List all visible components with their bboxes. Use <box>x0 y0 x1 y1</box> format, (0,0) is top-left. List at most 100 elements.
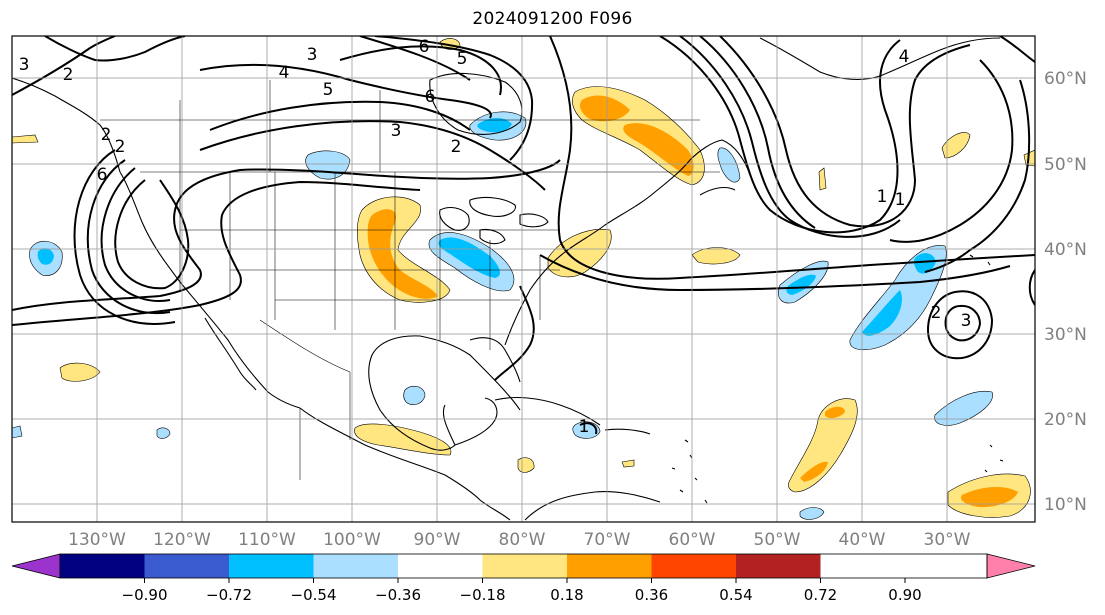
lat-label-20n: 20°N <box>1044 410 1087 430</box>
contour-label: 4 <box>899 47 910 67</box>
shade-blue-atlantic-b-core2 <box>914 253 936 274</box>
contour-19 <box>679 36 901 238</box>
contour-label: 2 <box>101 125 112 145</box>
contour-label: 6 <box>425 87 436 107</box>
shade-blue-arkansas-core <box>438 237 501 278</box>
lat-label-60n: 60°N <box>1044 69 1087 89</box>
lat-label-40n: 40°N <box>1044 240 1087 260</box>
contour-1 <box>12 159 561 311</box>
colorbar-extend-low <box>11 553 61 579</box>
colorbar-segment <box>567 554 652 578</box>
contour-27 <box>1028 269 1035 306</box>
colorbar-tick-label: 0.72 <box>804 586 837 604</box>
shade-orange-cape <box>960 486 1018 508</box>
negative-shading <box>12 111 993 520</box>
contour-12 <box>339 45 502 96</box>
colorbar-tick-label: 0.18 <box>550 586 583 604</box>
shade-yellow-pacific2 <box>12 134 39 144</box>
coastlines <box>12 37 1004 521</box>
lon-label-30w: 30°W <box>924 530 971 550</box>
shade-blue-small3 <box>799 507 825 520</box>
shade-yellow-eastcoast <box>547 229 612 278</box>
contour-14 <box>359 36 471 81</box>
shade-blue-labrador <box>717 147 741 183</box>
colorbar-segment <box>736 554 821 578</box>
colorbar-tick-label: −0.72 <box>206 586 252 604</box>
shade-blue-atlantic-b-core <box>862 290 902 336</box>
colorbar-segment <box>60 554 145 578</box>
shade-yellow-small4 <box>621 459 635 468</box>
shade-orange-labrador2 <box>623 123 694 176</box>
contour-label: 2 <box>115 137 126 157</box>
contour-label: 2 <box>931 303 942 323</box>
colorbar-segment <box>651 554 736 578</box>
shade-yellow-atlantic2 <box>788 398 858 493</box>
colorbar: −0.90 −0.72 −0.54 −0.36 −0.18 0.18 0.36 … <box>11 553 1036 604</box>
contour-5 <box>86 159 171 315</box>
colorbar-tick-label: −0.54 <box>291 586 337 604</box>
contour-22 <box>889 59 1014 243</box>
lon-label-120w: 120°W <box>153 530 211 550</box>
shade-blue-small2 <box>12 425 23 439</box>
political-borders <box>100 80 720 480</box>
colorbar-tick-label: 0.54 <box>719 586 752 604</box>
shade-yellow-greenland <box>941 132 971 159</box>
colorbar-tick-labels: −0.90 −0.72 −0.54 −0.36 −0.18 0.18 0.36 … <box>122 586 922 604</box>
contour-23 <box>924 79 1031 273</box>
contour-label: 3 <box>19 55 30 75</box>
contour-13 <box>374 36 534 161</box>
contour-label: 5 <box>457 49 468 69</box>
contour-8 <box>44 36 186 62</box>
contour-25 <box>926 290 994 360</box>
lon-label-110w: 110°W <box>238 530 296 550</box>
colorbar-frame <box>59 553 988 579</box>
contour-11 <box>199 120 546 191</box>
contour-label: 4 <box>279 63 290 83</box>
colorbar-ticks <box>144 578 906 583</box>
lat-label-30n: 30°N <box>1044 325 1087 345</box>
contour-21 <box>719 36 971 228</box>
lat-label-10n: 10°N <box>1044 495 1087 515</box>
map-frame <box>11 35 1036 523</box>
lon-label-80w: 80°W <box>499 530 546 550</box>
contour-label: 1 <box>895 190 906 210</box>
colorbar-segment <box>398 554 483 578</box>
contour-labels: 2 3 4 5 6 6 5 3 2 2 2 3 4 6 1 1 3 2 1 <box>19 37 972 437</box>
shade-yellow-venez <box>517 457 535 473</box>
contour-label: 3 <box>391 121 402 141</box>
contour-17 <box>494 285 535 381</box>
shade-yellow-east-edge <box>1023 149 1035 167</box>
colorbar-tick-label: −0.36 <box>375 586 421 604</box>
contour-18 <box>659 36 901 234</box>
colorbar-segment <box>482 554 567 578</box>
shade-blue-atlantic-c <box>934 390 993 426</box>
lon-label-40w: 40°W <box>839 530 886 550</box>
colorbar-tick-label: 0.90 <box>888 586 921 604</box>
contour-26 <box>944 304 982 342</box>
lon-label-60w: 60°W <box>669 530 716 550</box>
contour-label: 1 <box>877 187 888 207</box>
lon-label-90w: 90°W <box>414 530 461 550</box>
contour-label: 6 <box>97 165 108 185</box>
colorbar-tick-label: −0.18 <box>460 586 506 604</box>
map-background <box>12 36 1035 522</box>
contour-24 <box>999 36 1035 63</box>
lon-label-50w: 50°W <box>754 530 801 550</box>
shade-orange-plains <box>367 209 438 299</box>
contour-4 <box>100 167 171 302</box>
contour-label: 2 <box>451 137 462 157</box>
shade-blue-small1 <box>156 427 171 439</box>
shade-blue-atlantic-a-core <box>786 274 816 295</box>
contour-label: 1 <box>579 417 590 437</box>
graticule <box>12 36 1035 522</box>
colorbar-segment <box>313 554 398 578</box>
colorbar-segment <box>229 554 314 578</box>
contour-10 <box>209 100 471 131</box>
shade-yellow-atlantic-sliver <box>818 167 827 191</box>
latitude-labels: 60°N 50°N 40°N 30°N 20°N 10°N <box>1044 69 1087 515</box>
contour-label: 2 <box>63 65 74 85</box>
contour-16 <box>539 254 1011 292</box>
contour-7 <box>12 36 116 96</box>
positive-shading <box>12 38 1035 518</box>
